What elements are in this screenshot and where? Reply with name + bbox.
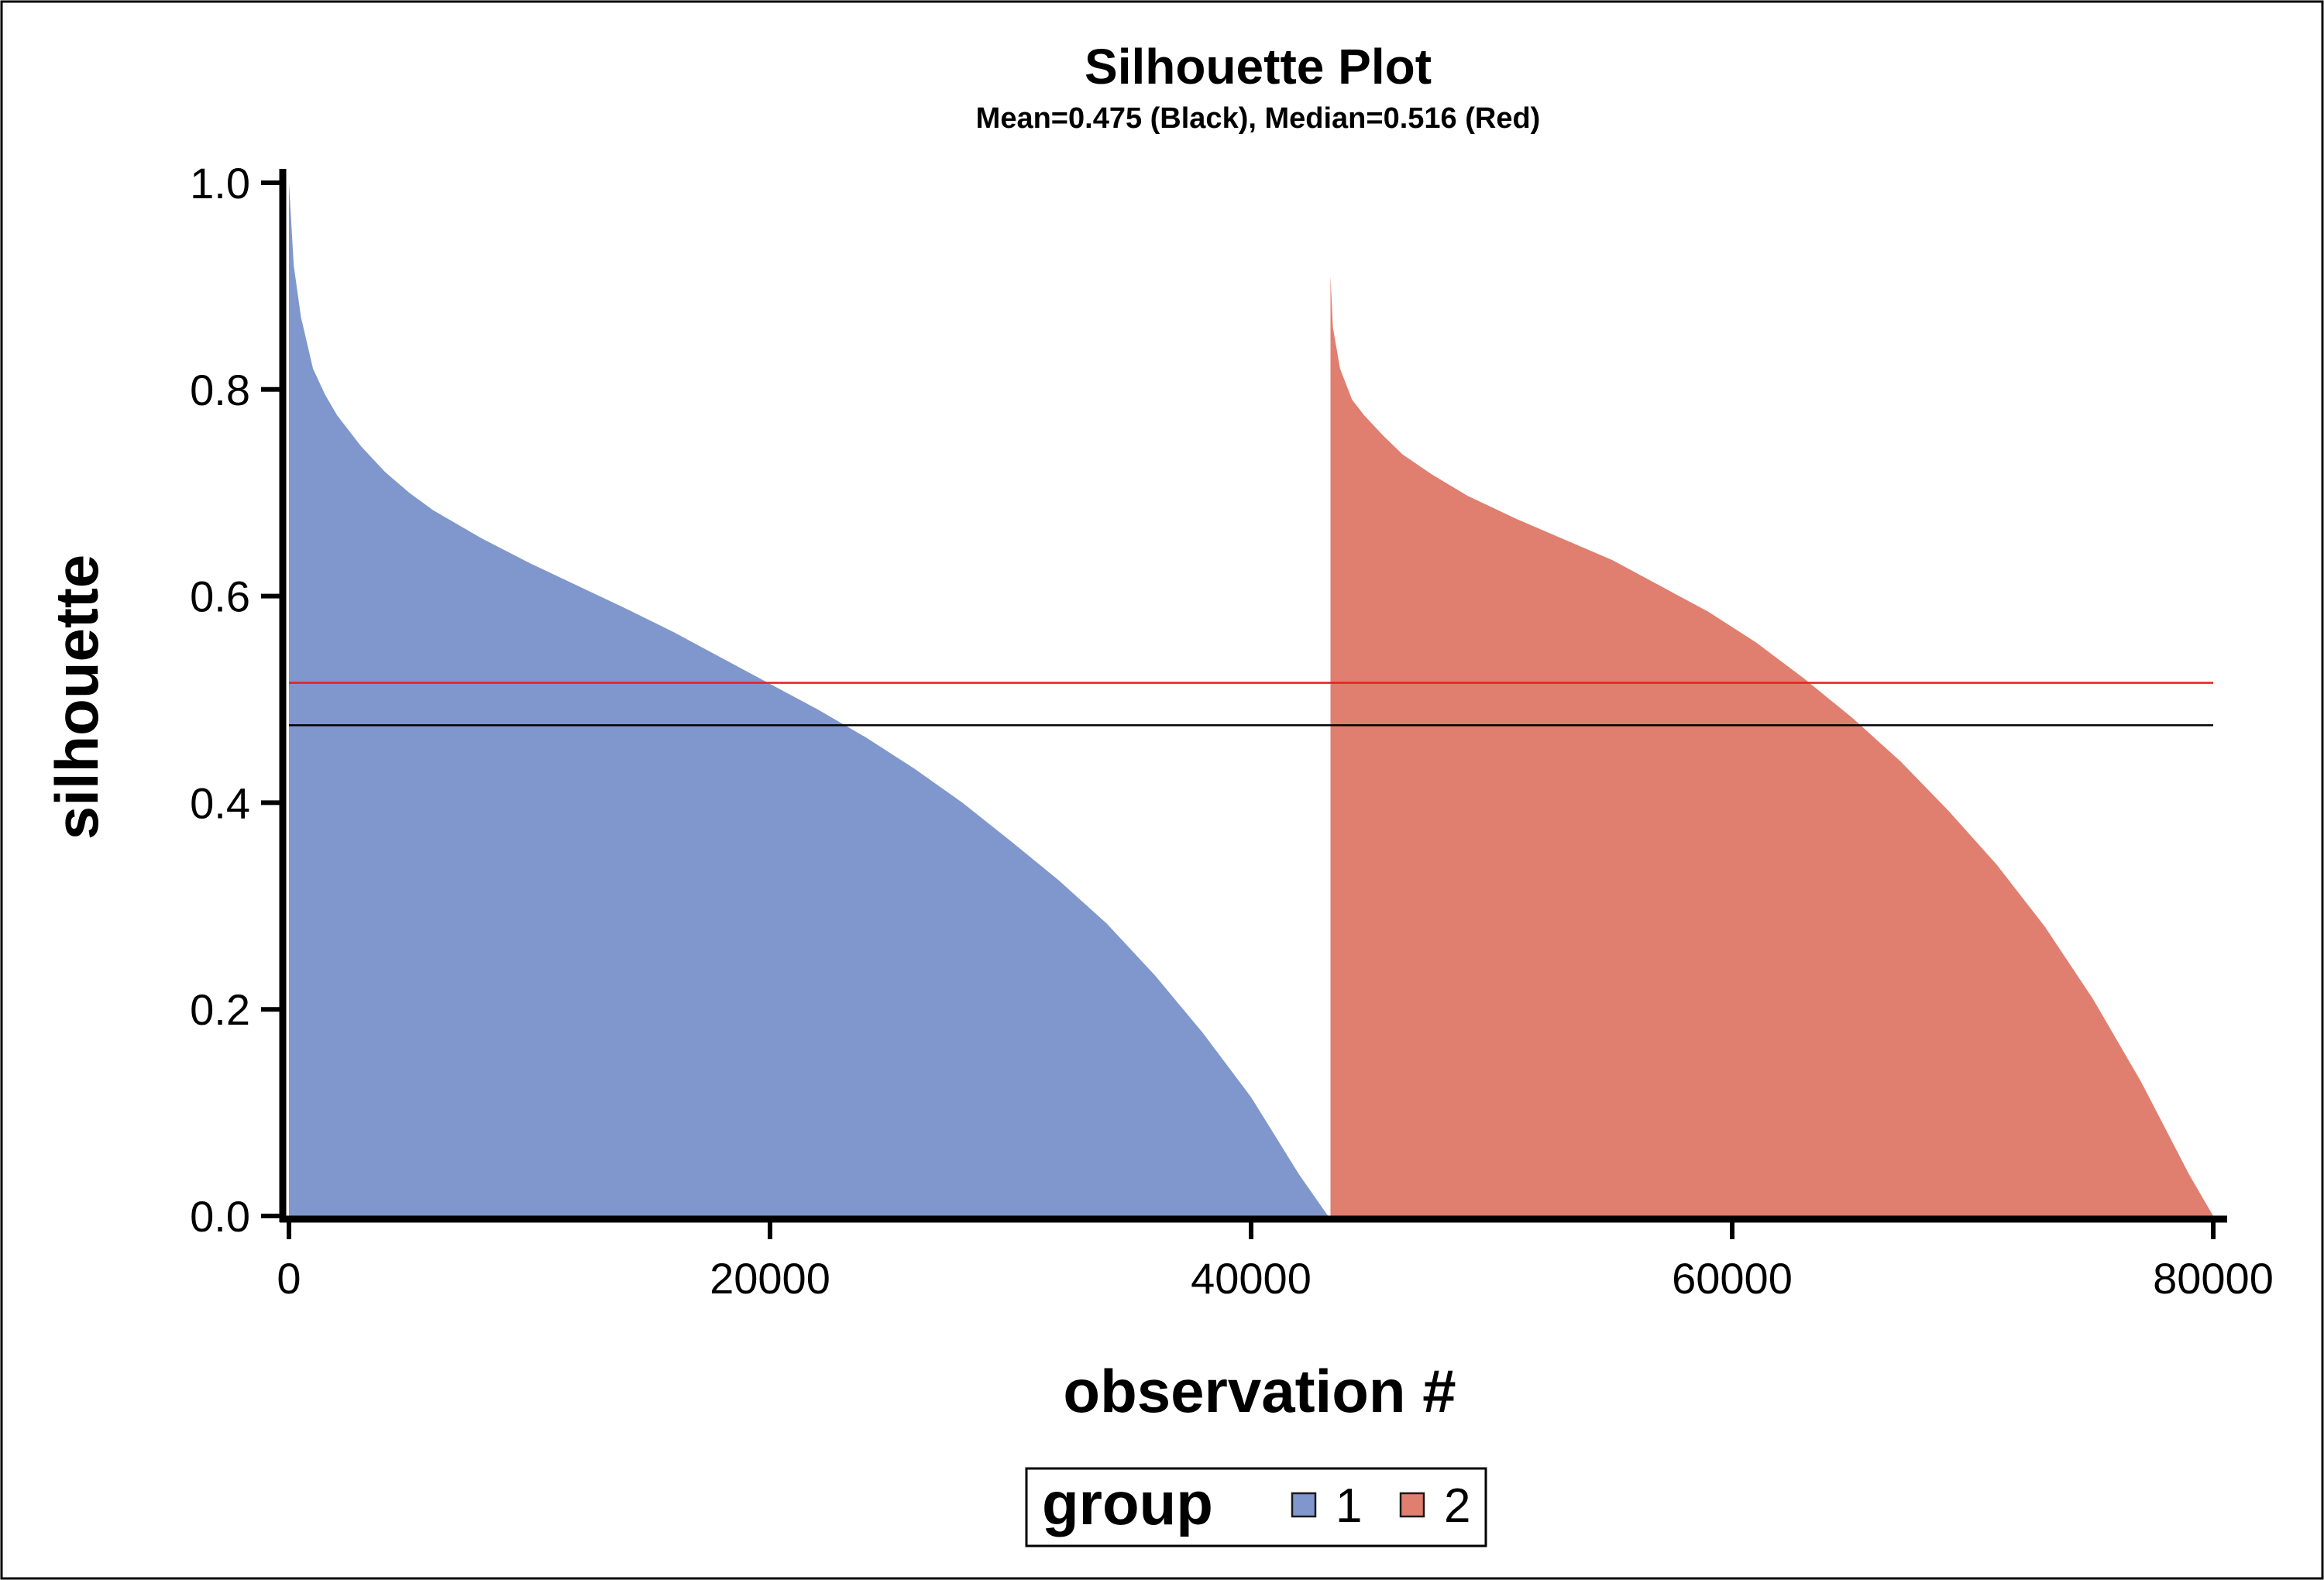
x-tick-label: 40000 <box>1191 1254 1312 1303</box>
legend-label-2: 2 <box>1444 1479 1470 1533</box>
plot-area <box>289 183 2213 1217</box>
legend-swatch-2 <box>1399 1492 1425 1518</box>
y-tick-label: 0.4 <box>190 778 250 827</box>
chart-title: Silhouette Plot <box>1085 39 1432 94</box>
reference-lines <box>289 682 2213 726</box>
y-tick-label: 1.0 <box>190 159 250 208</box>
series-area-2 <box>1330 276 2213 1217</box>
axes: 0.0 0.2 0.4 0.6 0.8 1.0 0 20000 40000 60000 80000 <box>190 159 2274 1303</box>
x-tick-label: 80000 <box>2153 1254 2274 1303</box>
y-axis-label: silhouette <box>43 555 111 840</box>
y-tick-label: 0.6 <box>190 572 250 621</box>
legend-swatch-1 <box>1291 1492 1317 1518</box>
x-tick-label: 60000 <box>1672 1254 1793 1303</box>
x-tick-label: 0 <box>277 1254 301 1303</box>
y-tick-label: 0.8 <box>190 366 250 414</box>
legend-title: group <box>1042 1469 1213 1537</box>
x-tick-label: 20000 <box>710 1254 830 1303</box>
legend-label-1: 1 <box>1336 1479 1362 1533</box>
series-area-1 <box>289 183 1329 1216</box>
y-tick-label: 0.2 <box>190 985 250 1034</box>
x-axis-label: observation # <box>1063 1357 1456 1425</box>
y-tick-label: 0.0 <box>190 1192 250 1241</box>
chart-subtitle: Mean=0.475 (Black), Median=0.516 (Red) <box>976 102 1541 135</box>
